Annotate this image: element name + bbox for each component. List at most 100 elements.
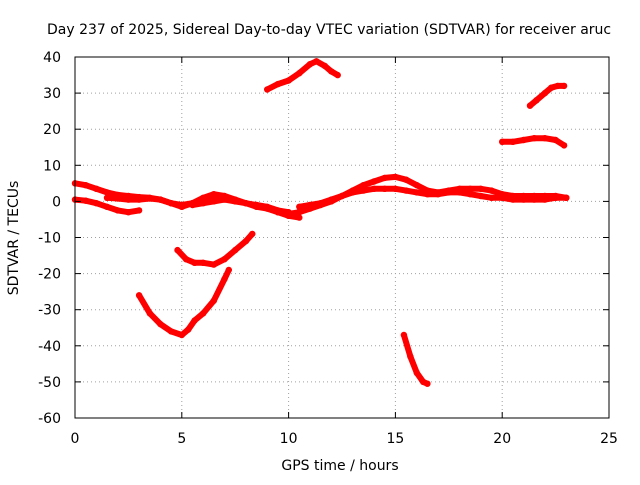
data-point [274,80,282,88]
data-point [413,189,420,196]
data-point [296,214,303,221]
data-point [424,380,431,387]
data-point [242,237,250,245]
data-point [93,185,100,192]
y-tick-label: -50 [38,375,61,391]
data-point [221,275,228,283]
data-point [174,246,181,254]
data-point [210,198,217,205]
data-point [499,194,506,201]
data-point [554,82,561,90]
data-point [167,328,175,335]
data-point [189,201,196,209]
data-point [296,70,303,77]
x-tick-label: 0 [71,431,80,447]
data-point [242,200,250,207]
data-point [264,86,271,93]
x-tick-label: 25 [600,431,618,447]
data-point [210,191,217,198]
chart-title: Day 237 of 2025, Sidereal Day-to-day VTE… [47,22,611,38]
x-tick-label: 5 [177,431,186,447]
data-point [191,259,198,266]
data-point [232,246,239,254]
data-point [520,136,527,144]
data-point [526,102,534,109]
data-point [191,317,198,324]
y-tick-label: -30 [38,303,61,319]
data-point [103,189,111,196]
data-point [541,196,549,203]
data-point [488,187,495,194]
data-point [200,194,207,201]
y-tick-label: 40 [43,50,61,66]
y-tick-label: -10 [38,231,61,247]
data-point [306,60,314,68]
data-point [370,178,378,185]
data-point [114,195,121,202]
data-point [509,138,517,145]
data-point [274,209,282,216]
data-point [200,310,207,317]
data-point [232,198,239,205]
data-point [167,200,175,207]
data-point [370,185,378,192]
data-point [445,189,452,196]
data-point [552,194,559,201]
data-point [114,207,121,214]
y-tick-label: 10 [43,158,61,174]
data-point [135,292,143,299]
data-point [225,266,232,274]
series-line-arc-6 [296,185,570,210]
data-point [392,173,399,181]
data-point [541,135,549,142]
y-tick-label: -60 [38,411,61,427]
data-point [509,196,517,203]
data-point [560,142,568,149]
data-point [499,138,506,145]
data-point [135,207,143,214]
data-point [253,201,260,209]
data-point [221,256,228,263]
data-point [200,200,207,207]
data-point [313,58,320,65]
data-point [178,201,185,209]
data-point [477,185,484,192]
data-point [407,353,414,360]
data-point [541,89,549,97]
data-point [349,189,356,196]
x-tick-label: 10 [280,431,298,447]
y-tick-label: 20 [43,122,61,138]
data-point [210,261,217,268]
series-line-arc-12 [400,332,431,387]
data-point [296,203,303,210]
data-point [157,320,164,328]
y-tick-label: -20 [38,267,61,283]
data-point [531,135,538,142]
data-point [456,189,463,196]
y-tick-label: -40 [38,339,61,355]
y-tick-label: 30 [43,86,61,102]
data-point [413,369,420,377]
data-point [317,200,324,207]
grid [75,57,609,418]
data-point [103,194,111,201]
series-group [71,58,570,387]
data-point [552,136,559,144]
x-tick-label: 20 [493,431,511,447]
data-point [93,200,100,207]
data-point [200,259,207,266]
data-point [210,297,217,304]
data-point [264,203,271,210]
data-point [520,196,527,203]
data-point [285,210,292,218]
data-point [392,185,399,192]
data-point [146,195,153,202]
data-point [563,194,570,201]
data-point [306,201,314,209]
data-point [477,192,484,200]
data-point [82,182,89,189]
data-point [328,196,335,203]
data-point [338,192,346,200]
